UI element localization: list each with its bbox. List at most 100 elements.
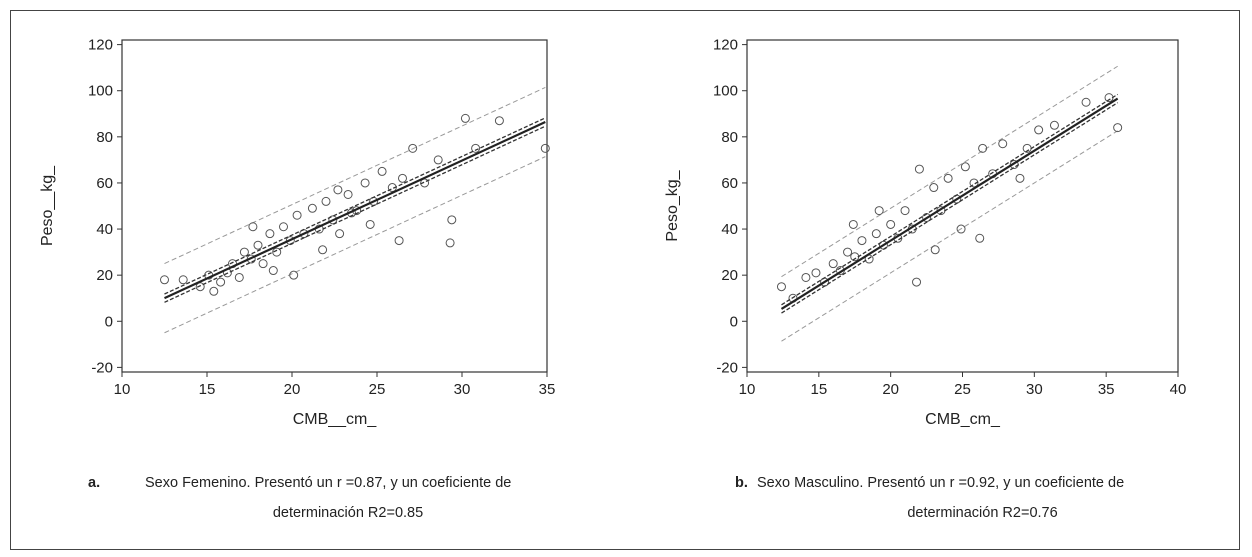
prediction-band-upper (164, 87, 546, 265)
prediction-band-lower (164, 156, 546, 334)
data-point (178, 275, 188, 285)
caption-a-label: a. (88, 475, 101, 491)
y-tick-label: 0 (105, 313, 113, 330)
x-axis-label: CMB__cm_ (293, 411, 378, 428)
x-tick-label: 10 (739, 381, 756, 398)
data-point (160, 275, 169, 285)
prediction-band-upper (781, 65, 1118, 278)
x-tick-label: 10 (114, 381, 131, 398)
data-point (289, 270, 299, 280)
data-point (998, 139, 1008, 149)
data-point (900, 206, 910, 216)
y-tick-label: -20 (716, 359, 738, 376)
data-point (318, 245, 328, 255)
data-point (268, 266, 278, 276)
data-point (1081, 97, 1091, 107)
y-tick-label: 80 (721, 129, 738, 146)
data-point (471, 143, 481, 153)
confidence-band-upper (781, 93, 1119, 306)
figure-frame (10, 10, 1240, 550)
y-tick-label: 120 (88, 37, 113, 54)
y-tick-label: 60 (96, 175, 113, 192)
x-tick-label: 30 (454, 381, 471, 398)
x-axis-label: CMB_cm_ (925, 411, 1001, 428)
data-point (857, 236, 867, 246)
x-tick-label: 35 (539, 381, 556, 398)
data-point (258, 259, 268, 269)
data-point (1049, 120, 1059, 130)
confidence-band-lower (164, 125, 546, 303)
x-tick-label: 40 (1170, 381, 1187, 398)
y-tick-label: 20 (721, 267, 738, 284)
data-point (801, 272, 811, 282)
regression-line (780, 97, 1119, 310)
data-point (969, 178, 979, 188)
data-point (1015, 173, 1025, 183)
x-tick-label: 25 (954, 381, 971, 398)
y-axis-label: Peso__kg_ (39, 165, 56, 246)
data-point (1034, 125, 1044, 135)
data-point (943, 173, 953, 183)
data-point (328, 215, 338, 225)
data-point (978, 143, 988, 153)
plot-area-1 (121, 39, 548, 373)
data-point (394, 236, 404, 246)
data-point (234, 272, 244, 282)
x-tick-label: 20 (882, 381, 899, 398)
data-point (460, 113, 470, 123)
data-point (912, 277, 922, 287)
y-tick-label: 80 (96, 129, 113, 146)
caption-b-label: b. (735, 475, 748, 491)
data-point (209, 286, 219, 296)
data-point (811, 268, 821, 278)
data-point (540, 143, 550, 153)
data-point (292, 210, 302, 220)
y-tick-label: 40 (96, 221, 113, 238)
data-point (930, 245, 940, 255)
data-point (333, 185, 343, 195)
y-tick-label: 60 (721, 175, 738, 192)
caption-b-line2: determinación R2=0.76 (907, 505, 1058, 521)
y-tick-label: 40 (721, 221, 738, 238)
caption-a: a. Sexo Femenino. Presentó un r =0.87, y … (88, 468, 648, 528)
data-point (279, 222, 288, 232)
y-tick-label: 100 (88, 83, 113, 100)
x-tick-label: 30 (1026, 381, 1043, 398)
data-point (776, 282, 786, 292)
y-tick-label: 20 (96, 267, 113, 284)
data-point (343, 189, 353, 199)
caption-b-line1: Sexo Masculino. Presentó un r =0.92, y u… (757, 475, 1125, 491)
data-point (377, 166, 387, 176)
data-point (494, 116, 504, 126)
data-point (433, 155, 443, 165)
y-axis-label: Peso_kg_ (664, 169, 681, 241)
data-point (239, 247, 249, 257)
data-point (886, 219, 896, 229)
y-tick-label: 100 (713, 83, 738, 100)
confidence-band-upper (164, 117, 546, 295)
caption-a-line1: Sexo Femenino. Presentó un r =0.87, y un… (145, 475, 512, 491)
data-point (321, 196, 331, 206)
data-point (956, 224, 966, 234)
data-point (1113, 123, 1123, 133)
data-point (335, 229, 345, 239)
data-point (828, 259, 838, 269)
y-tick-label: -20 (91, 359, 113, 376)
data-point (975, 233, 985, 243)
data-point (447, 215, 457, 225)
data-point (408, 143, 418, 153)
x-tick-label: 20 (284, 381, 301, 398)
y-tick-label: 0 (730, 313, 738, 330)
x-tick-label: 25 (369, 381, 386, 398)
data-point (398, 173, 407, 183)
data-point (445, 238, 455, 248)
data-point (216, 277, 226, 287)
data-point (253, 240, 263, 250)
data-point (307, 203, 317, 213)
data-point (960, 162, 970, 172)
data-point (874, 206, 884, 216)
data-point (248, 222, 258, 232)
confidence-band-lower (781, 102, 1119, 314)
data-point (265, 229, 275, 239)
